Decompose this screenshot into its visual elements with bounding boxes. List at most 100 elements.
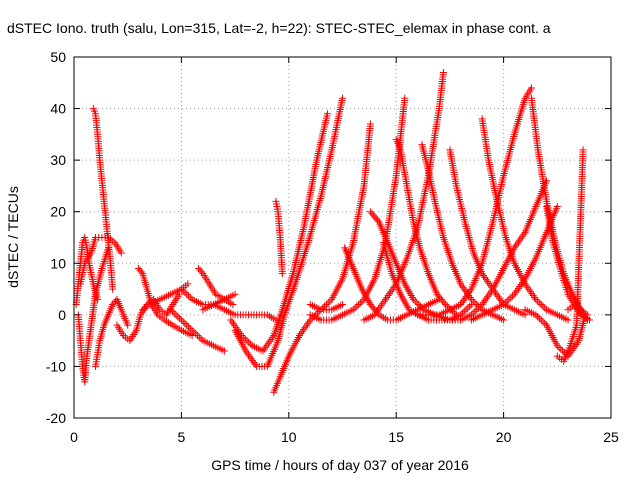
x-tick-label: 20 (496, 429, 512, 445)
data-point-marker (326, 297, 334, 305)
data-point-marker (433, 290, 441, 298)
data-point-marker (440, 299, 448, 307)
data-point-marker (471, 299, 479, 307)
data-point-marker (473, 306, 481, 314)
data-point-marker (437, 295, 445, 303)
data-point-marker (507, 294, 515, 302)
data-point-marker (183, 290, 191, 298)
data-point-marker (137, 268, 145, 276)
x-tick-label: 5 (178, 429, 186, 445)
data-point-marker (369, 304, 377, 312)
data-point-marker (541, 319, 549, 327)
data-series (195, 264, 237, 309)
data-point-marker (188, 326, 196, 334)
data-point-marker (471, 307, 479, 315)
data-series (457, 177, 551, 324)
data-point-marker (168, 307, 176, 315)
y-tick-label: 20 (50, 204, 66, 220)
data-point-marker (196, 266, 204, 274)
data-point-marker (185, 292, 193, 300)
data-point-marker (509, 292, 517, 300)
data-point-marker (351, 304, 359, 312)
data-point-marker (243, 337, 251, 345)
data-point-marker (439, 68, 447, 76)
data-point-marker (319, 304, 327, 312)
data-point-marker (174, 313, 182, 321)
data-point-marker (413, 299, 421, 307)
data-series (478, 115, 572, 324)
data-point-marker (417, 302, 425, 310)
data-point-marker (537, 316, 545, 324)
data-point-marker (177, 316, 185, 324)
plot-area (72, 68, 594, 396)
data-point-marker (339, 301, 346, 309)
data-point-marker (368, 209, 376, 217)
x-axis-label: GPS time / hours of day 037 of year 2016 (211, 457, 469, 473)
data-point-marker (458, 309, 466, 317)
data-point-marker (466, 302, 474, 310)
y-tick-label: 50 (50, 49, 66, 65)
data-point-marker (475, 304, 483, 312)
data-series (231, 94, 346, 370)
data-point-marker (197, 268, 205, 276)
data-point-marker (505, 295, 513, 303)
data-point-marker (557, 345, 565, 353)
data-point-marker (339, 94, 346, 102)
data-point-marker (124, 321, 132, 329)
data-series (446, 146, 529, 319)
data-point-marker (239, 333, 247, 341)
data-point-marker (368, 302, 376, 310)
data-point-marker (246, 340, 254, 348)
data-point-marker (117, 249, 125, 257)
data-point-marker (366, 120, 374, 128)
data-point-marker (349, 306, 357, 314)
x-tick-label: 15 (388, 429, 404, 445)
grid (74, 57, 611, 418)
data-point-marker (534, 313, 542, 321)
data-point-marker (500, 316, 508, 324)
data-point-marker (452, 311, 460, 319)
data-point-marker (537, 301, 545, 309)
data-point-marker (559, 347, 567, 355)
data-point-marker (321, 302, 329, 310)
data-series (392, 136, 460, 319)
data-point-marker (532, 311, 540, 319)
data-point-marker (186, 325, 194, 333)
data-point-marker (411, 297, 419, 305)
plot-frame (73, 56, 612, 419)
data-series (199, 301, 280, 324)
data-point-marker (434, 292, 442, 300)
data-point-marker (541, 304, 549, 312)
data-point-marker (464, 304, 472, 312)
data-point-marker (358, 297, 366, 305)
data-series (270, 120, 374, 396)
data-point-marker (436, 294, 444, 302)
data-point-marker (109, 301, 117, 309)
data-point-marker (179, 318, 187, 326)
data-point-marker (539, 318, 547, 326)
x-tick-label: 10 (281, 429, 297, 445)
data-point-marker (460, 307, 468, 315)
data-point-marker (323, 110, 331, 118)
data-point-marker (439, 297, 447, 305)
data-point-marker (353, 302, 361, 310)
data-point-marker (583, 316, 591, 324)
data-point-marker (553, 203, 561, 211)
x-tick-label: 0 (70, 429, 78, 445)
y-tick-label: 10 (50, 255, 66, 271)
data-point-marker (503, 297, 511, 305)
data-point-marker (553, 342, 561, 350)
data-point-marker (231, 290, 239, 298)
data-point-marker (245, 338, 253, 346)
data-point-marker (535, 314, 543, 322)
data-point-marker (195, 264, 203, 272)
data-point-marker (134, 264, 142, 272)
data-point-marker (555, 344, 563, 352)
data-series (553, 146, 587, 365)
data-point-marker (186, 294, 194, 302)
data-point-marker (409, 295, 417, 303)
data-point-marker (535, 299, 543, 307)
data-point-marker (418, 304, 426, 312)
data-point-marker (195, 333, 203, 341)
y-tick-label: -20 (46, 410, 66, 426)
